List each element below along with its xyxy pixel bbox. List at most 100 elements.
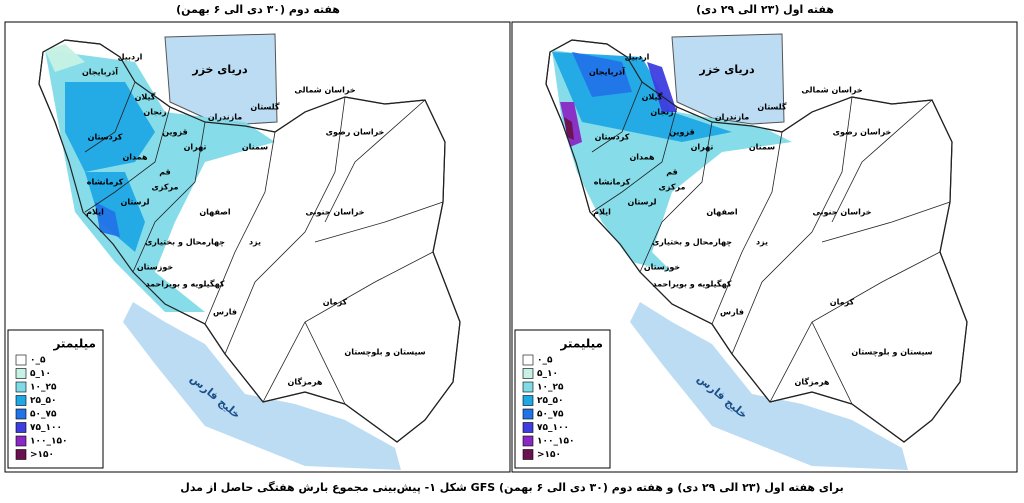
province-label: زنجان (650, 108, 674, 117)
legend-swatch (522, 395, 534, 406)
province-border (262, 251, 434, 403)
province-label: خوزستان (644, 263, 681, 272)
province-label: فارس (213, 308, 237, 318)
legend-label: ۰_۵ (537, 356, 553, 366)
precip-area (647, 62, 677, 112)
legend-swatch (522, 381, 534, 393)
province-border (711, 131, 783, 325)
province-label: خراسان جنوبی (305, 208, 364, 217)
province-label: مازندران (715, 113, 749, 122)
province-label: سیستان و بلوچستان (851, 348, 932, 357)
sea-label: دریای خزر (698, 63, 755, 76)
legend-swatch (522, 354, 534, 366)
province-label: خراسان رضوی (326, 128, 385, 137)
legend-label: ۲۵_۵۰ (537, 396, 563, 406)
province-label: ایلام (593, 208, 611, 217)
province-label: قزوین (162, 128, 187, 137)
province-label: کردستان (88, 133, 123, 142)
province-label: یزد (249, 238, 261, 247)
province-label: چهارمحال و بختیاری (145, 238, 225, 247)
province-label: گیلان (135, 92, 156, 102)
province-label: کردستان (595, 133, 630, 142)
legend-swatch (522, 449, 534, 460)
province-label: گلستان (757, 102, 787, 112)
province-label: هرمزگان (795, 377, 830, 387)
province-border (769, 251, 941, 403)
legend-swatch (15, 422, 27, 433)
province-label: خراسان شمالی (294, 86, 356, 95)
province-label: اصفهان (199, 208, 231, 217)
legend-label: ۱۰۰_۱۵۰ (537, 437, 574, 447)
legend-label: ۰_۵ (30, 356, 46, 366)
province-label: خراسان جنوبی (812, 208, 871, 217)
province-label: کرمان (323, 298, 348, 307)
province-label: اردبیل (625, 53, 650, 62)
province-label: خراسان رضوی (833, 128, 892, 137)
province-label: گلستان (250, 102, 280, 112)
iran-outline (38, 39, 461, 443)
province-label: ایلام (86, 208, 104, 217)
legend: میلیمتر ۰_۵ ۵_۱۰ ۱۰_۲۵ ۲۵_۵۰ ۵۰_۷۵ ۷۵_۱۰۰ ۱۰۰_۱… (514, 329, 611, 469)
province-label: اصفهان (706, 208, 738, 217)
province-label: کرمانشاه (87, 178, 124, 187)
province-border (314, 201, 444, 243)
province-label: هرمزگان (288, 377, 323, 387)
precip-area (572, 52, 632, 97)
caspian-sea (671, 33, 785, 125)
province-label: کرمان (830, 298, 855, 307)
legend-label: ۲۵_۵۰ (30, 396, 56, 406)
province-border (811, 321, 853, 405)
province-label: لرستان (628, 198, 657, 207)
legend-label: ۵۰_۷۵ (537, 410, 564, 420)
province-label: آذربایجان (82, 67, 118, 77)
province-label: کهگیلویه و بویراحمد (652, 279, 731, 289)
iran-outline (545, 39, 968, 443)
legend-swatch (522, 368, 534, 379)
province-border (591, 81, 643, 153)
province-label: قزوین (669, 128, 694, 137)
legend-swatch (15, 449, 27, 460)
legend-swatch (522, 408, 534, 420)
persian-gulf (630, 302, 908, 470)
province-label: همدان (122, 153, 148, 162)
province-label: قم (666, 168, 678, 177)
legend-label: ۱۰۰_۱۵۰ (30, 437, 67, 447)
legend-swatch (15, 435, 27, 447)
province-border (304, 321, 346, 405)
province-label: چهارمحال و بختیاری (652, 238, 732, 247)
province-label: کرمانشاه (594, 178, 631, 187)
province-label: مازندران (208, 113, 242, 122)
legend-swatch (15, 354, 27, 366)
province-border (639, 121, 713, 273)
province-border (821, 201, 951, 243)
precip-area (65, 82, 155, 172)
legend-swatch (522, 435, 534, 447)
caption: شکل ۱- پیش‌بینی مجموع بارش هفتگی حاصل از… (180, 481, 843, 494)
legend-swatch (15, 381, 27, 393)
legend-label: ۵۰_۷۵ (30, 410, 57, 420)
province-border (591, 106, 678, 213)
legend-swatch (522, 422, 534, 433)
province-border (84, 81, 136, 153)
legend-label: ۵_۱۰ (30, 369, 51, 379)
legend-swatch (15, 408, 27, 420)
province-label: مرکزی (152, 183, 179, 192)
panel-title: هفته اول (۲۳ الی ۲۹ دی) (696, 3, 834, 16)
sea-label: دریای خزر (191, 63, 248, 76)
persian-gulf (123, 302, 401, 470)
province-label: خوزستان (137, 263, 174, 272)
legend-title: میلیمتر (52, 337, 96, 351)
legend-label: ۷۵_۱۰۰ (537, 423, 569, 433)
province-label: زنجان (143, 108, 167, 117)
legend: میلیمتر ۰_۵ ۵_۱۰ ۱۰_۲۵ ۲۵_۵۰ ۵۰_۷۵ ۷۵_۱۰۰ ۱۰۰_۱… (7, 329, 104, 469)
province-label: سیستان و بلوچستان (344, 348, 425, 357)
legend-title: میلیمتر (559, 337, 603, 351)
province-label: تهران (184, 143, 207, 152)
province-label: لرستان (121, 198, 150, 207)
province-label: تهران (691, 143, 714, 152)
province-label: سمنان (242, 143, 268, 152)
province-label: آذربایجان (589, 67, 625, 77)
